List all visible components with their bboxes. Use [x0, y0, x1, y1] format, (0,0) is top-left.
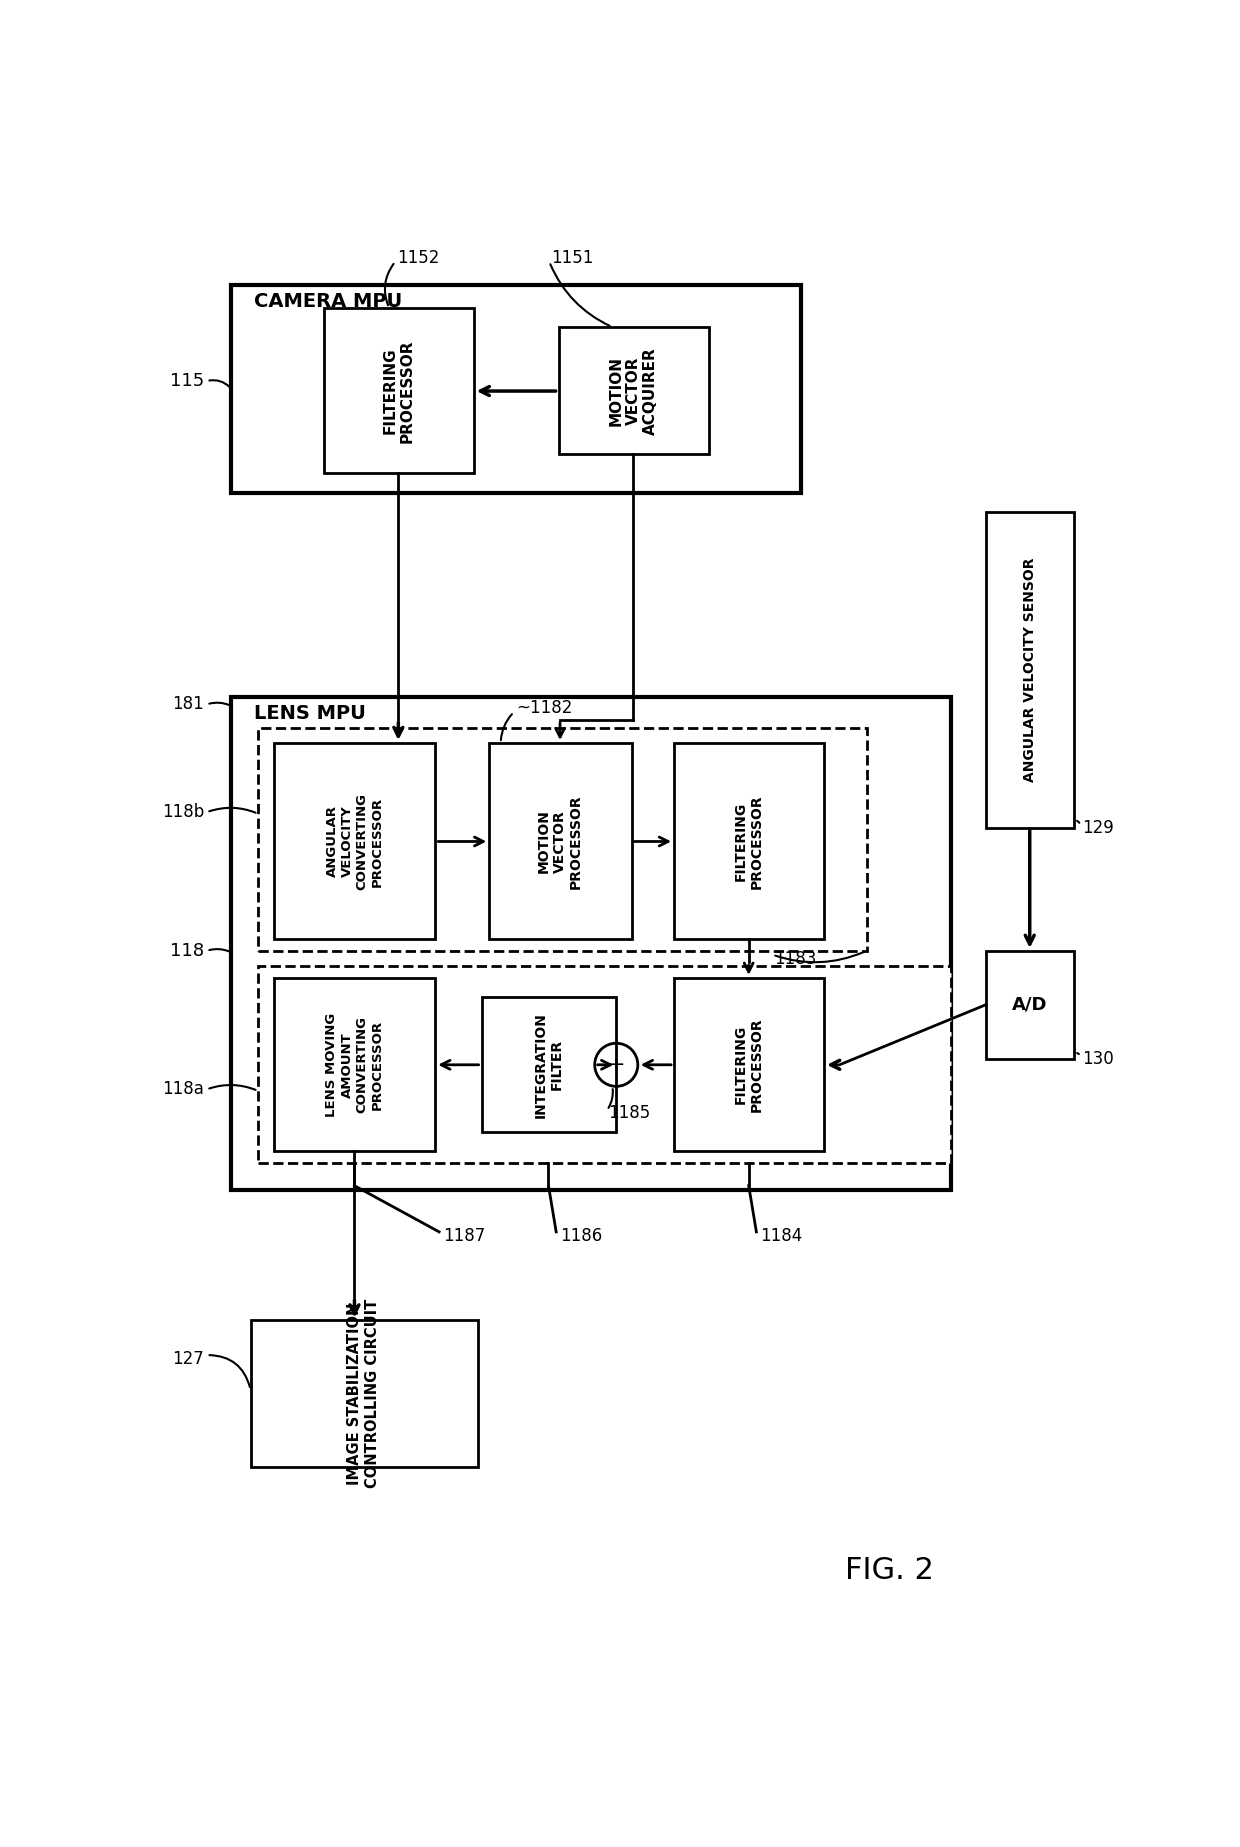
Text: FILTERING
PROCESSOR: FILTERING PROCESSOR — [734, 1018, 764, 1112]
Text: LENS MOVING
AMOUNT
CONVERTING
PROCESSOR: LENS MOVING AMOUNT CONVERTING PROCESSOR — [325, 1012, 383, 1117]
Bar — [675, 977, 825, 1151]
Text: 130: 130 — [1083, 1049, 1114, 1068]
Text: A/D: A/D — [1012, 996, 1048, 1014]
Bar — [675, 742, 825, 940]
Text: 1151: 1151 — [551, 249, 593, 266]
Bar — [986, 512, 1074, 827]
Bar — [481, 997, 616, 1132]
Bar — [274, 977, 435, 1151]
Text: 118a: 118a — [162, 1080, 205, 1099]
Text: FILTERING
PROCESSOR: FILTERING PROCESSOR — [734, 794, 764, 888]
Text: 118b: 118b — [162, 803, 205, 822]
Bar — [558, 327, 708, 454]
Text: ~1182: ~1182 — [516, 700, 573, 717]
Text: 1186: 1186 — [560, 1226, 603, 1245]
Text: 1184: 1184 — [760, 1226, 802, 1245]
Bar — [258, 966, 951, 1162]
Bar — [324, 308, 474, 473]
Text: 1152: 1152 — [397, 249, 439, 266]
Bar — [258, 728, 867, 951]
Text: FILTERING
PROCESSOR: FILTERING PROCESSOR — [382, 340, 414, 443]
Text: 1187: 1187 — [443, 1226, 485, 1245]
Bar — [274, 742, 435, 940]
Text: IMAGE STABILIZATION
CONTROLLING CIRCUIT: IMAGE STABILIZATION CONTROLLING CIRCUIT — [347, 1298, 379, 1489]
Text: INTEGRATION
FILTER: INTEGRATION FILTER — [533, 1012, 564, 1117]
Text: 181: 181 — [172, 696, 205, 713]
Bar — [250, 1321, 477, 1467]
Text: 127: 127 — [172, 1350, 205, 1369]
Text: +: + — [606, 1055, 625, 1075]
Text: FIG. 2: FIG. 2 — [846, 1557, 934, 1585]
Text: LENS MPU: LENS MPU — [254, 704, 366, 724]
Text: ANGULAR VELOCITY SENSOR: ANGULAR VELOCITY SENSOR — [1023, 558, 1037, 781]
Text: MOTION
VECTOR
ACQUIRER: MOTION VECTOR ACQUIRER — [609, 347, 658, 434]
Bar — [490, 742, 631, 940]
Bar — [231, 284, 801, 493]
Text: 129: 129 — [1083, 818, 1114, 837]
Text: 1183: 1183 — [774, 949, 816, 968]
Bar — [986, 951, 1074, 1058]
Text: CAMERA MPU: CAMERA MPU — [254, 292, 403, 312]
Text: MOTION
VECTOR
PROCESSOR: MOTION VECTOR PROCESSOR — [537, 794, 583, 888]
Text: 118: 118 — [170, 942, 205, 960]
Text: 1185: 1185 — [609, 1103, 651, 1121]
Text: 115: 115 — [170, 371, 205, 390]
Text: ANGULAR
VELOCITY
CONVERTING
PROCESSOR: ANGULAR VELOCITY CONVERTING PROCESSOR — [325, 792, 383, 890]
Bar — [231, 696, 951, 1189]
